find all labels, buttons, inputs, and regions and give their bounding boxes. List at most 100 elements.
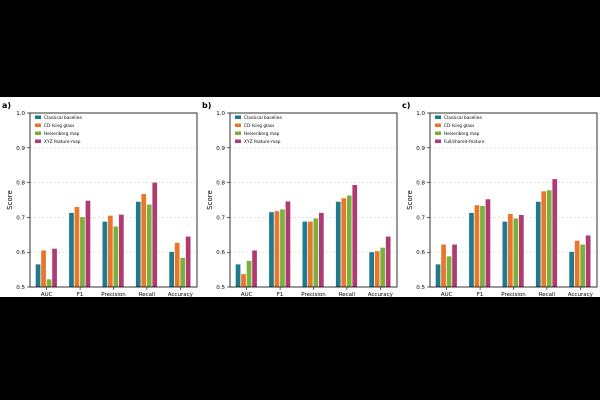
bar [74,206,80,287]
y-tick-label: 0.5 [416,285,425,291]
bar [519,214,524,287]
bar [102,221,108,287]
bar [141,194,147,287]
bar [302,221,308,287]
bar [35,264,41,287]
y-tick-label: 1.0 [216,111,225,117]
x-tick-label: F1 [77,292,84,298]
bar [235,264,241,287]
legend-label: Classical baseline [444,115,482,121]
x-tick-label: F1 [277,292,284,298]
bar [513,218,519,287]
chart-a: a) 0.5 0.6 0.7 0.8 0.9 1.0 Score AUC F1 Precision R… [2,101,198,298]
bar [241,274,246,287]
bar [585,235,591,287]
bar [546,190,552,287]
y-tick-label: 0.9 [16,146,25,152]
bar [146,204,152,287]
bar [274,211,280,287]
x-tick-label: Recall [539,292,556,298]
bar [574,240,580,287]
legend-label: Classical baseline [244,115,282,121]
legend-label: Full/shared-feature [444,139,485,145]
y-tick-label: 0.6 [16,250,25,256]
x-tick-label: AUC [441,292,453,298]
y-tick-label: 1.0 [16,111,25,117]
legend-swatch [435,139,441,143]
legend-swatch [435,115,441,119]
legend-swatch [235,123,241,127]
y-axis-label: Score [206,190,214,210]
chart-b: b) 0.5 0.6 0.7 0.8 0.9 1.0 Score AUC F1 Precision R… [202,101,398,298]
bar [80,217,85,287]
bar [169,251,174,287]
bar [113,226,119,287]
bar [502,221,508,287]
bar [352,185,358,287]
x-tick-label: Accuracy [568,292,594,298]
axes-frame [29,112,198,288]
bar [346,195,352,287]
x-tick-label: Accuracy [168,292,194,298]
panel-b: b) 0.5 0.6 0.7 0.8 0.9 1.0 Score AUC F1 Precision R… [200,97,400,298]
y-tick-label: 1.0 [416,111,425,117]
x-tick-label: AUC [241,292,253,298]
bar [435,264,441,287]
bar [480,205,485,287]
bar [185,236,191,287]
bar [474,205,480,287]
axes-frame [429,112,598,288]
bar [252,250,257,287]
chart-c: c) 0.5 0.6 0.7 0.8 0.9 1.0 Score AUC F1 Precision R… [402,101,598,298]
panel-label: a) [2,101,11,110]
y-tick-label: 0.8 [216,181,225,187]
bar [135,201,141,287]
bar [446,256,452,287]
bar [52,248,57,287]
x-tick-label: Recall [139,292,156,298]
bar [374,251,380,287]
bar [119,214,124,287]
legend-label: CD-Ising glass [44,123,75,129]
x-tick-label: Precision [501,292,526,298]
figure: a) 0.5 0.6 0.7 0.8 0.9 1.0 Score AUC F1 Precision R… [0,97,600,298]
bar [285,201,291,287]
bar [552,179,558,287]
y-tick-label: 0.8 [16,181,25,187]
legend-swatch [235,131,241,135]
legend-label: Classical baseline [44,115,82,121]
x-tick-label: Accuracy [368,292,394,298]
bar [152,182,158,287]
y-tick-label: 0.5 [216,285,225,291]
y-tick-label: 0.7 [416,215,425,221]
bar [508,213,513,287]
y-tick-label: 0.9 [416,146,425,152]
legend-label: Heisenberg map [44,131,80,137]
bar [569,251,574,287]
legend-swatch [235,139,241,143]
bar [41,250,46,287]
y-tick-label: 0.9 [216,146,225,152]
bar [341,198,347,287]
legend-label: CD-Ising glass [244,123,275,129]
bar [269,212,274,287]
panel-a: a) 0.5 0.6 0.7 0.8 0.9 1.0 Score AUC F1 Precision R… [0,97,200,298]
x-tick-label: Recall [339,292,356,298]
bar [335,201,341,287]
y-tick-label: 0.8 [416,181,425,187]
bar [319,212,324,287]
bar [380,247,385,287]
legend-label: Heisenberg map [244,131,280,137]
bar [469,212,474,287]
legend-swatch [35,139,41,143]
bar [69,212,74,287]
bar [452,244,457,287]
bar [308,221,313,287]
bar [85,200,91,287]
bar [313,218,319,287]
x-tick-label: Precision [301,292,326,298]
legend-swatch [35,115,41,119]
legend-label: CD-Ising glass [444,123,475,129]
panel-label: c) [402,101,410,110]
legend-swatch [35,131,41,135]
